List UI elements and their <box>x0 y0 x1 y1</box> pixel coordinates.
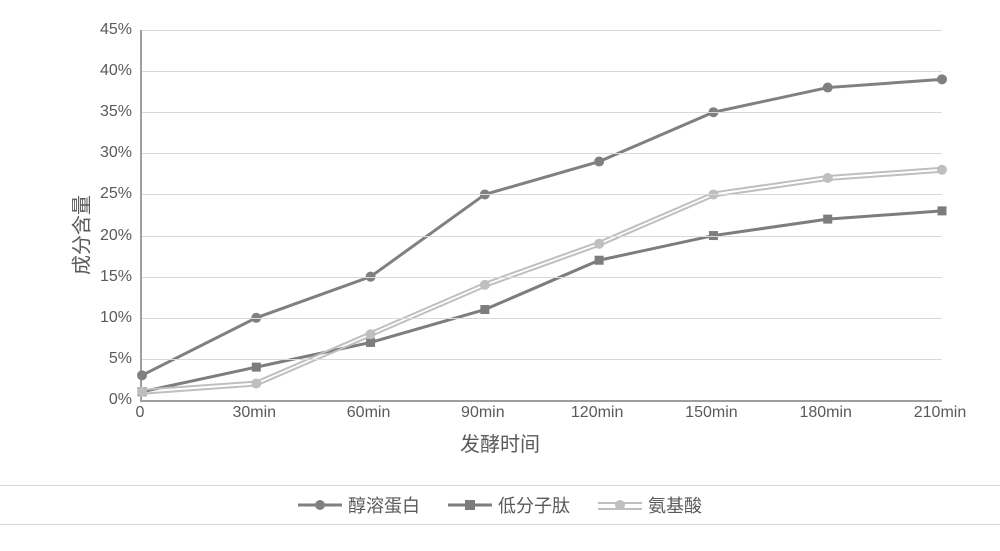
chart-area: 成分含量 发酵时间 0%5%10%15%20%25%30%35%40%45%03… <box>40 20 960 450</box>
x-tick-label: 210min <box>914 404 966 422</box>
series-marker <box>938 165 947 174</box>
series-marker <box>366 330 375 339</box>
y-tick-label: 20% <box>40 227 132 245</box>
legend-label: 氨基酸 <box>648 492 702 518</box>
x-tick-label: 120min <box>571 404 623 422</box>
legend-swatch <box>298 494 342 516</box>
grid-line <box>142 30 942 31</box>
y-tick-label: 35% <box>40 103 132 121</box>
legend: 醇溶蛋白 低分子肽 氨基酸 <box>0 485 1000 525</box>
series-marker <box>595 157 604 166</box>
y-tick-label: 5% <box>40 350 132 368</box>
series-marker <box>823 174 832 183</box>
plot-area <box>140 30 942 402</box>
series-marker <box>481 306 489 314</box>
y-tick-label: 15% <box>40 268 132 286</box>
series-marker <box>138 371 147 380</box>
series-marker <box>480 280 489 289</box>
series-svg <box>142 30 942 400</box>
series-marker <box>367 338 375 346</box>
legend-marker-icon <box>315 500 325 510</box>
grid-line <box>142 359 942 360</box>
x-tick-label: 30min <box>232 404 276 422</box>
y-tick-label: 45% <box>40 21 132 39</box>
series-marker <box>938 207 946 215</box>
series-marker <box>938 75 947 84</box>
legend-label: 低分子肽 <box>498 492 570 518</box>
legend-item: 氨基酸 <box>598 492 702 518</box>
legend-item: 低分子肽 <box>448 492 570 518</box>
x-tick-label: 0 <box>136 404 145 422</box>
y-tick-label: 25% <box>40 185 132 203</box>
series-marker <box>823 83 832 92</box>
x-tick-label: 60min <box>347 404 391 422</box>
series-marker <box>252 379 261 388</box>
y-tick-label: 10% <box>40 309 132 327</box>
y-tick-label: 30% <box>40 144 132 162</box>
legend-label: 醇溶蛋白 <box>348 492 420 518</box>
legend-swatch <box>448 494 492 516</box>
x-tick-label: 150min <box>685 404 737 422</box>
series-marker <box>595 239 604 248</box>
grid-line <box>142 277 942 278</box>
x-axis-label: 发酵时间 <box>40 428 960 457</box>
y-tick-label: 40% <box>40 62 132 80</box>
x-tick-label: 180min <box>799 404 851 422</box>
grid-line <box>142 112 942 113</box>
series-line <box>142 172 942 394</box>
series-marker <box>824 215 832 223</box>
series-marker <box>252 363 260 371</box>
y-tick-label: 0% <box>40 391 132 409</box>
series-marker <box>138 387 147 396</box>
legend-swatch <box>598 494 642 516</box>
legend-marker-icon <box>615 500 625 510</box>
legend-item: 醇溶蛋白 <box>298 492 420 518</box>
series-line <box>142 168 942 390</box>
legend-marker-icon <box>465 500 475 510</box>
series-marker <box>595 256 603 264</box>
series-line <box>142 79 942 375</box>
x-tick-label: 90min <box>461 404 505 422</box>
grid-line <box>142 318 942 319</box>
grid-line <box>142 153 942 154</box>
chart-container: 成分含量 发酵时间 0%5%10%15%20%25%30%35%40%45%03… <box>0 0 1000 551</box>
grid-line <box>142 236 942 237</box>
grid-line <box>142 194 942 195</box>
series-line <box>142 211 942 392</box>
grid-line <box>142 71 942 72</box>
